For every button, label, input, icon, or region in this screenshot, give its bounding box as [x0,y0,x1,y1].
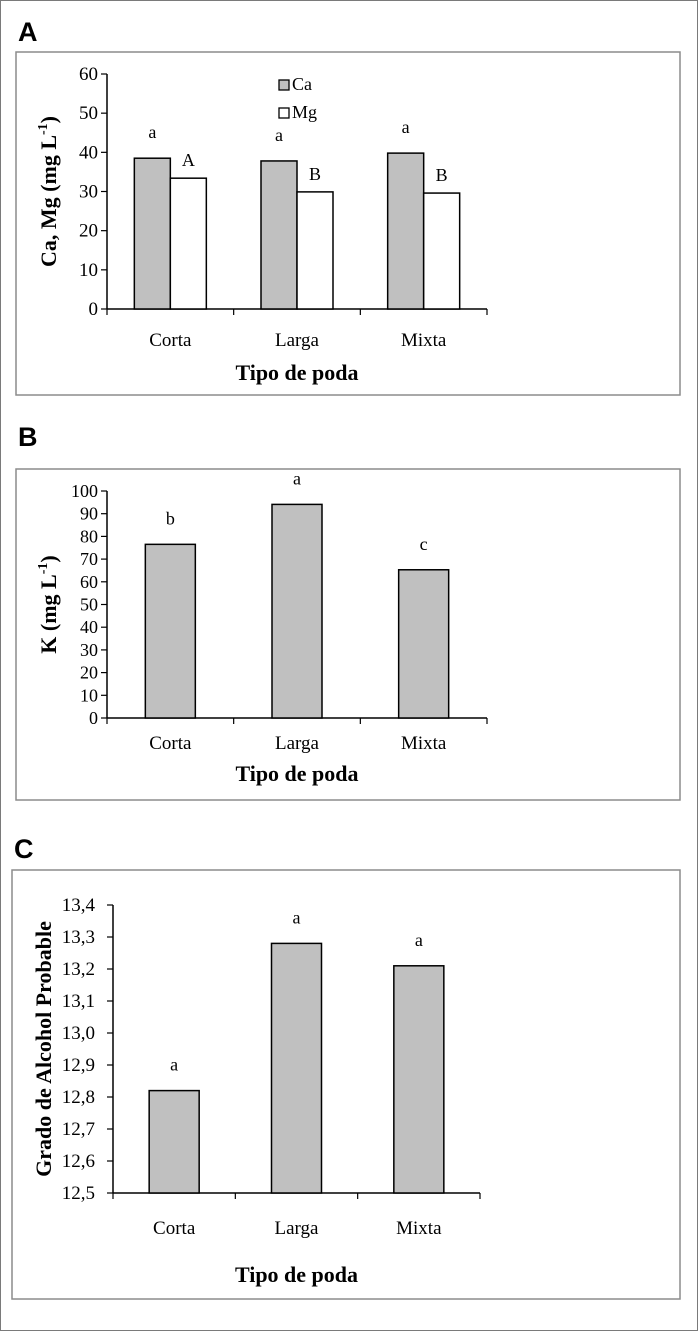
y-tick-label: 0 [89,708,98,728]
y-axis-title-text: Ca, Mg (mg L [36,135,61,267]
x-tick-label: Corta [149,330,192,351]
x-tick-label: Corta [149,733,192,754]
significance-letter: a [170,1055,178,1075]
y-axis-title: Ca, Mg (mg L-1) [36,116,61,267]
bar-larga [270,942,323,1194]
x-axis-title: Tipo de poda [235,761,358,786]
significance-letter: A [182,150,195,170]
y-axis-title-end: ) [36,116,61,123]
y-tick-label: 0 [89,299,99,320]
y-tick-label: 90 [80,504,98,524]
x-axis-title: Tipo de poda [235,1262,358,1287]
x-axis-title: Tipo de poda [235,360,358,385]
panel-label: A [18,17,38,47]
y-tick-label: 60 [80,572,98,592]
significance-letter: a [293,907,301,927]
y-axis-title-superscript: -1 [36,563,51,575]
y-tick-label: 10 [79,260,98,281]
y-tick-label: 30 [80,640,98,660]
bar-mg-larga [296,191,334,310]
significance-letter: B [436,165,448,185]
y-tick-label: 13,3 [62,927,95,948]
significance-letter: a [293,468,301,488]
y-axis-title-superscript: -1 [36,123,51,135]
bar-mixta [397,569,450,719]
legend-label: Mg [292,102,317,122]
bar-ca-corta [133,157,172,310]
y-tick-label: 13,2 [62,959,95,980]
y-tick-label: 13,0 [62,1023,95,1044]
x-tick-label: Larga [275,330,320,351]
x-tick-label: Mixta [401,330,447,351]
y-tick-label: 40 [79,142,98,163]
y-tick-label: 12,6 [62,1151,95,1172]
bar-ca-mixta [386,152,425,310]
y-tick-label: 10 [80,685,98,705]
legend-swatch-mg [278,107,290,119]
x-tick-label: Larga [275,1218,320,1239]
y-tick-label: 50 [79,103,98,124]
significance-letter: b [166,508,175,528]
y-tick-label: 70 [80,549,98,569]
x-tick-label: Larga [275,733,320,754]
y-tick-label: 20 [80,663,98,683]
panel-label: B [18,422,38,452]
panel-b: B0102030405060708090100CortabLargaaMixta… [15,422,681,801]
y-axis-title-text: K (mg L [36,574,61,653]
x-tick-label: Mixta [401,733,447,754]
y-tick-label: 12,9 [62,1055,95,1076]
bar-mg-corta [169,177,208,310]
y-axis-title-end: ) [36,555,61,562]
chart-area-border [15,468,681,801]
panel-a: A 0 10 20 30 40 50 60 Corta a A Larga a B Mixta a B Tipo … [15,17,681,396]
y-tick-label: 100 [71,481,98,501]
y-tick-label: 12,5 [62,1183,95,1204]
y-axis-title: K (mg L-1) [36,555,61,653]
bar-mixta [393,965,445,1194]
bar-corta [144,543,197,719]
chart-area-border [11,869,681,1300]
significance-letter: a [402,117,410,137]
legend-label: Ca [292,74,312,94]
y-tick-label: 12,8 [62,1087,95,1108]
y-tick-label: 50 [80,595,98,615]
x-tick-label: Mixta [396,1218,442,1239]
y-tick-label: 60 [79,64,98,85]
y-axis-title-text: Grado de Alcohol Probable [31,921,56,1177]
significance-letter: a [275,125,283,145]
y-tick-label: 20 [79,221,98,242]
panel-label: C [14,834,34,864]
x-tick-label: Corta [153,1218,196,1239]
bar-larga [271,503,323,719]
panel-c: C 12,5 12,6 12,7 12,8 12,9 13,0 13,1 13,2 13,3 13,… [11,834,681,1300]
y-tick-label: 40 [80,617,98,637]
significance-letter: a [415,930,423,950]
legend-swatch-ca [278,79,290,91]
y-tick-label: 12,7 [62,1119,95,1140]
y-tick-label: 13,4 [62,895,96,916]
bar-corta [148,1089,200,1194]
significance-letter: c [420,534,428,554]
y-tick-label: 13,1 [62,991,95,1012]
bar-mg-mixta [422,192,461,310]
y-tick-label: 80 [80,526,98,546]
bar-ca-larga [260,160,298,310]
significance-letter: B [309,164,321,184]
significance-letter: a [148,122,156,142]
y-axis-title: Grado de Alcohol Probable [31,921,56,1177]
y-tick-label: 30 [79,182,98,203]
chart-area-border [15,51,681,396]
